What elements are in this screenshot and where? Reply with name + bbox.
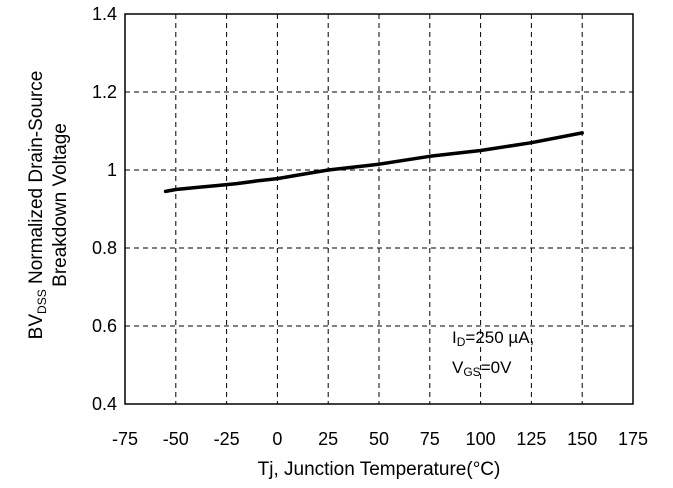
annotation-id-sub: D [457, 335, 466, 349]
grid-lines [125, 14, 633, 404]
x-tick-label: 175 [618, 429, 648, 449]
x-tick-label: 150 [567, 429, 597, 449]
x-tick-label: 100 [466, 429, 496, 449]
annotation-id-rest: =250 µA, [465, 328, 534, 347]
y-tick-label: 1 [107, 160, 117, 180]
y-tick-labels: 0.4 0.6 0.8 1 1.2 1.4 [92, 4, 117, 414]
x-tick-label: -75 [112, 429, 138, 449]
y-axis-title-rest: Normalized Drain-Source [26, 71, 47, 290]
svg-text:ID=250 µA,: ID=250 µA, [452, 328, 534, 349]
svg-text:VGS=0V: VGS=0V [452, 358, 512, 379]
annotation-id: I [452, 328, 457, 347]
annotation-vgs: V [452, 358, 464, 377]
y-axis-title: BVDSS Normalized Drain-Source Breakdown … [26, 71, 71, 340]
annotation: ID=250 µA, VGS=0V [452, 328, 534, 379]
y-axis-title-sub: DSS [35, 289, 49, 314]
x-tick-label: -50 [163, 429, 189, 449]
x-tick-label: 0 [272, 429, 282, 449]
annotation-vgs-sub: GS [463, 365, 480, 379]
y-tick-label: 0.6 [92, 316, 117, 336]
x-tick-label: 25 [318, 429, 338, 449]
y-axis-title-bv: BV [26, 314, 47, 340]
y-tick-label: 1.2 [92, 82, 117, 102]
svg-text:BVDSS Normalized Drain-Source: BVDSS Normalized Drain-Source [26, 71, 49, 340]
x-tick-label: 50 [369, 429, 389, 449]
x-tick-label: 125 [516, 429, 546, 449]
y-tick-label: 0.8 [92, 238, 117, 258]
y-axis-title-line2: Breakdown Voltage [50, 123, 71, 287]
y-tick-label: 0.4 [92, 394, 117, 414]
annotation-vgs-rest: =0V [481, 358, 512, 377]
y-tick-label: 1.4 [92, 4, 117, 24]
x-tick-labels: -75 -50 -25 0 25 50 75 100 125 150 175 [112, 429, 648, 449]
series-line [163, 131, 584, 194]
x-tick-label: 75 [420, 429, 440, 449]
x-axis-title: Tj, Junction Temperature(°C) [258, 459, 501, 480]
plot-frame [124, 13, 634, 405]
x-tick-label: -25 [214, 429, 240, 449]
